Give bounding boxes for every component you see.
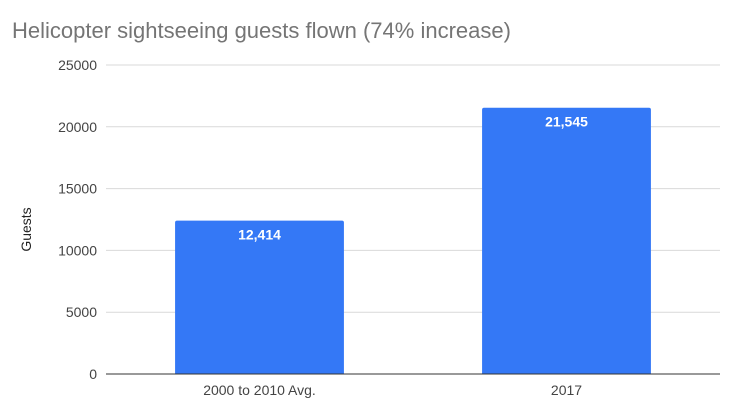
y-tick-label: 0 — [89, 366, 97, 382]
y-tick-label: 15000 — [58, 181, 97, 197]
x-axis-ticks: 2000 to 2010 Avg. 2017 — [203, 382, 582, 398]
bar — [482, 107, 651, 374]
x-tick-label: 2017 — [551, 382, 582, 398]
bars — [175, 107, 651, 374]
y-tick-label: 25000 — [58, 57, 97, 73]
y-axis-ticks: 0 5000 10000 15000 20000 25000 — [58, 57, 97, 382]
y-axis-label: Guests — [18, 207, 34, 251]
data-label: 12,414 — [238, 227, 281, 243]
data-label: 21,545 — [545, 114, 588, 130]
bar — [175, 220, 344, 374]
y-tick-label: 20000 — [58, 119, 97, 135]
data-labels: 12,414 21,545 — [238, 114, 588, 243]
y-tick-label: 5000 — [66, 304, 97, 320]
x-tick-label: 2000 to 2010 Avg. — [203, 382, 316, 398]
chart-title: Helicopter sightseeing guests flown (74%… — [12, 18, 511, 43]
y-tick-label: 10000 — [58, 242, 97, 258]
